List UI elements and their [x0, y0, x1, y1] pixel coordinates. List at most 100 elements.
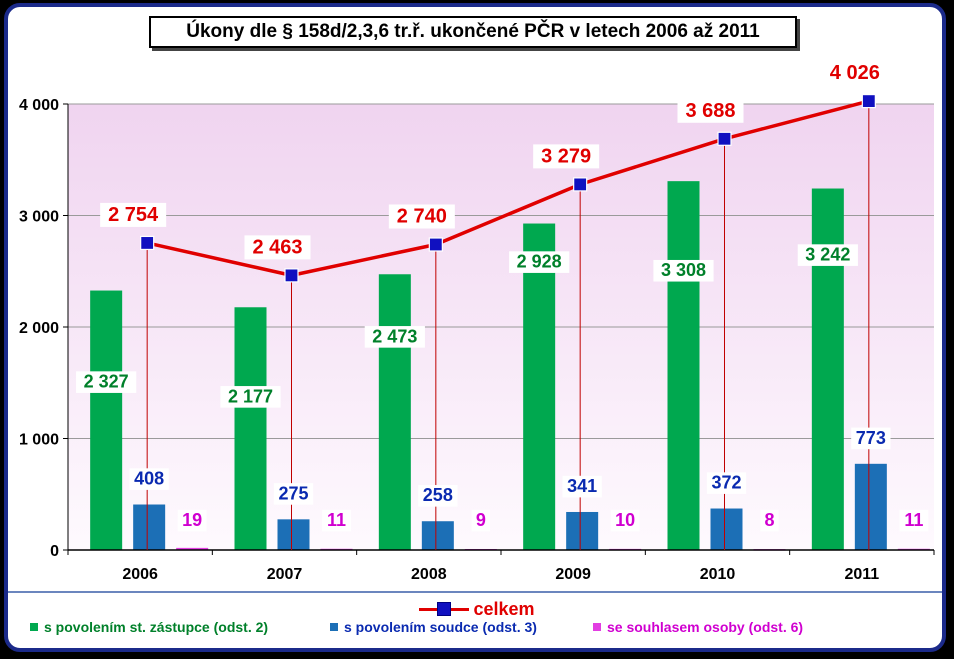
blue-value-label-group: 773: [851, 427, 891, 450]
y-tick-label: 0: [50, 543, 59, 560]
bar-zastupce: [378, 274, 411, 550]
magenta-value-label-group: 9: [471, 509, 491, 532]
magenta-value-label: 11: [904, 510, 923, 530]
total-value-label: 3 279: [541, 145, 591, 167]
blue-value-label-group: 372: [706, 472, 747, 494]
green-value-label-bg: [364, 326, 425, 348]
total-marker: [428, 237, 443, 252]
bar-zastupce: [523, 223, 556, 550]
x-tick-label: 2011: [844, 566, 879, 583]
legend-item-label: se souhlasem osoby (odst. 6): [607, 619, 804, 635]
blue-value-label-bg: [273, 483, 314, 505]
magenta-value-label-bg: [899, 509, 929, 532]
blue-value-label: 773: [856, 428, 886, 448]
magenta-value-label: 11: [327, 510, 346, 530]
blue-value-label: 408: [134, 469, 164, 489]
blue-value-label: 341: [567, 476, 597, 496]
bar-zastupce: [90, 290, 123, 550]
magenta-value-label-bg: [760, 509, 779, 532]
bar-zastupce: [667, 181, 700, 550]
blue-value-label-bg: [562, 475, 602, 498]
blue-value-label-group: 275: [273, 483, 314, 505]
legend-swatch-green: [30, 623, 38, 631]
magenta-value-label-bg: [471, 509, 491, 532]
legend-swatch-blue: [330, 623, 338, 631]
legend-item-zastupce: s povolením st. zástupce (odst. 2): [30, 619, 268, 635]
total-value-label-group: 2 754: [100, 202, 167, 227]
green-value-label: 3 308: [661, 260, 706, 280]
magenta-value-label-group: 10: [610, 509, 640, 532]
magenta-value-label-group: 11: [322, 509, 351, 532]
green-value-label-bg: [220, 386, 281, 408]
green-value-label-bg: [509, 251, 570, 273]
total-marker: [284, 268, 299, 283]
green-value-label: 3 242: [805, 245, 850, 265]
total-value-label-group: 3 688: [677, 98, 744, 123]
blue-value-label: 372: [711, 473, 741, 493]
x-tick-label: 2007: [267, 566, 303, 583]
y-tick-label: 4 000: [19, 97, 59, 114]
magenta-value-label-group: 19: [177, 509, 207, 532]
total-line-path: [146, 99, 870, 278]
y-tick-label: 1 000: [19, 432, 59, 449]
total-marker: [140, 235, 155, 251]
blue-value-label-group: 341: [562, 475, 602, 498]
bars: [90, 181, 930, 551]
total-value-label-group: 3 279: [533, 144, 600, 169]
data-labels: 2 754 2 463 2 740 3 279 3 688 4 026 2 327 2 177…: [76, 61, 929, 532]
legend-item-label: s povolením soudce (odst. 3): [344, 619, 537, 635]
magenta-value-label-group: 8: [760, 509, 779, 532]
bar-soudce: [854, 463, 887, 550]
legend-total: celkem: [0, 598, 954, 620]
green-value-label-bg: [797, 244, 858, 266]
total-value-label: 2 754: [108, 204, 159, 226]
green-value-label: 2 928: [517, 252, 562, 272]
magenta-value-label: 19: [182, 510, 202, 530]
total-value-label-group: 4 026: [821, 61, 888, 86]
bar-soudce: [710, 508, 743, 550]
x-tick-label: 2006: [122, 566, 158, 583]
legend-line-marker-icon: [419, 598, 470, 620]
legend-swatch-magenta: [593, 623, 601, 631]
blue-value-label: 275: [278, 483, 308, 503]
x-tick-label: 2008: [411, 566, 447, 583]
magenta-value-label: 10: [615, 510, 635, 530]
axes: 0 1 000 2 000 3 000 4 000 2006 2007 2008 2009 201…: [19, 97, 935, 583]
bar-soudce: [133, 504, 166, 550]
total-value-label-bg: [244, 235, 311, 260]
magenta-value-label-group: 11: [899, 509, 929, 532]
green-value-label-group: 2 928: [509, 251, 570, 273]
chart-title: Úkony dle § 158d/2,3,6 tr.ř. ukončené PČ…: [149, 16, 797, 48]
total-value-label-bg: [388, 204, 455, 229]
green-value-label-bg: [653, 259, 714, 282]
legend-item-souhlas: se souhlasem osoby (odst. 6): [593, 619, 803, 635]
green-value-label: 2 327: [84, 372, 129, 392]
bar-souhlas: [176, 547, 209, 550]
blue-value-label-bg: [129, 468, 169, 490]
total-value-label-group: 2 463: [244, 235, 311, 260]
green-value-label-group: 2 473: [364, 326, 425, 348]
green-value-label: 2 177: [228, 386, 273, 406]
blue-value-label-group: 408: [129, 468, 169, 490]
total-value-label: 4 026: [830, 62, 880, 84]
green-value-label-group: 3 242: [797, 244, 858, 266]
blue-value-label: 258: [423, 485, 453, 505]
green-value-label-group: 2 327: [76, 371, 137, 393]
legend-total-label: celkem: [473, 598, 535, 619]
y-tick-label: 3 000: [19, 209, 59, 226]
bar-soudce: [421, 521, 454, 550]
x-tick-label: 2009: [555, 566, 591, 583]
green-value-label-group: 3 308: [653, 259, 714, 282]
blue-value-label-bg: [851, 427, 891, 450]
blue-value-label-group: 258: [418, 485, 458, 507]
legend-item-soudce: s povolením soudce (odst. 3): [330, 619, 537, 635]
legend-item-label: s povolením st. zástupce (odst. 2): [44, 619, 269, 635]
magenta-value-label: 8: [764, 510, 774, 530]
magenta-value-label-bg: [610, 509, 640, 532]
green-value-label: 2 473: [372, 326, 417, 346]
bar-zastupce: [234, 307, 267, 550]
total-value-label-bg: [533, 144, 600, 169]
total-value-label-bg: [677, 98, 744, 123]
total-value-label: 3 688: [685, 100, 735, 122]
